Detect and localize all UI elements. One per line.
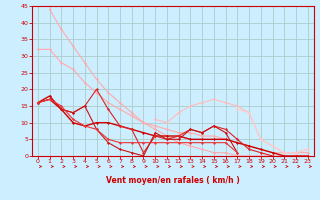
- X-axis label: Vent moyen/en rafales ( km/h ): Vent moyen/en rafales ( km/h ): [106, 176, 240, 185]
